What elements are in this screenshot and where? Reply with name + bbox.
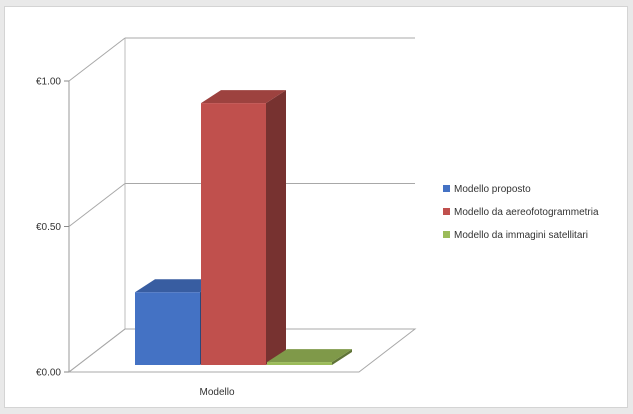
bar-front-face: [135, 292, 200, 365]
legend-label: Modello da immagini satellitari: [454, 230, 588, 241]
y-tick-label: €1.00: [36, 77, 61, 88]
legend-swatch: [443, 231, 450, 238]
legend-item: Modello proposto: [443, 184, 531, 195]
legend-item: Modello da immagini satellitari: [443, 230, 588, 241]
bar-side-face: [266, 90, 286, 365]
gridline-diagonal: [68, 37, 126, 82]
y-tick-label: €0.50: [36, 222, 61, 233]
chart-plot: €0.00 €0.50 €1.00 Modello Modello proposto…: [36, 37, 599, 398]
bar-3: [267, 349, 352, 365]
gridline-diagonal: [68, 328, 126, 373]
bar-top-face: [267, 349, 352, 363]
bar-top-face: [201, 90, 286, 104]
x-category-label: Modello: [199, 387, 234, 398]
bar-top-face: [135, 279, 220, 293]
gridline-diagonal: [68, 183, 126, 227]
legend-label: Modello da aereofotogrammetria: [454, 207, 599, 218]
legend-swatch: [443, 185, 450, 192]
bar-side-face: [332, 349, 352, 365]
legend-swatch: [443, 208, 450, 215]
y-tick-label: €0.00: [36, 368, 61, 379]
bar-front-face: [201, 103, 266, 365]
chart-frame: €0.00 €0.50 €1.00 Modello Modello proposto…: [4, 6, 628, 408]
legend-item: Modello da aereofotogrammetria: [443, 207, 599, 218]
legend-label: Modello proposto: [454, 184, 531, 195]
bar-2: [201, 90, 286, 365]
bar-front-face: [267, 362, 332, 365]
